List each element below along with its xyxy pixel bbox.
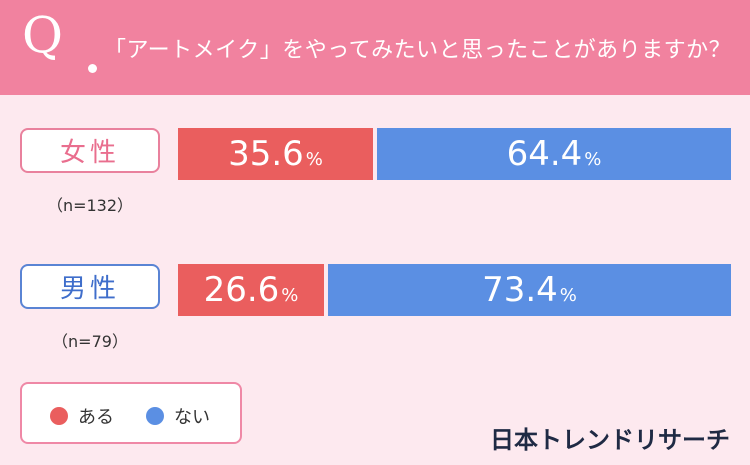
bar-value-male-no: 73.4 (482, 270, 558, 310)
bar-unit-male-no: % (559, 284, 577, 306)
bar-unit-female-yes: % (305, 148, 323, 170)
bar-unit-male-yes: % (281, 284, 299, 306)
legend-label-no: ない (174, 407, 210, 428)
brand-logo: 日本トレンドリサーチ (490, 426, 730, 454)
bar-male-yes: 26.6% (178, 264, 324, 316)
legend-label-yes: ある (78, 407, 114, 428)
legend-dot-yes-icon (50, 407, 68, 425)
legend-item-yes: ある (50, 403, 114, 429)
bar-value-female-no: 64.4 (506, 134, 583, 174)
sample-size-male: （n=79） (52, 332, 128, 351)
bar-value-male-yes: 26.6 (203, 270, 280, 310)
q-mark: Q (22, 6, 63, 64)
legend-dot-no-icon (146, 407, 164, 425)
q-dot-icon (88, 64, 97, 73)
header-banner: Q 「アートメイク」をやってみたいと思ったことがありますか？ (0, 0, 750, 95)
group-label-male: 男性 (20, 264, 160, 309)
bar-female-yes: 35.6% (178, 128, 373, 180)
legend-item-no: ない (146, 403, 210, 429)
bar-female-no: 64.4% (377, 128, 731, 180)
bar-value-female-yes: 35.6 (228, 134, 304, 174)
bar-unit-female-no: % (584, 148, 602, 170)
legend: ある ない (20, 382, 242, 444)
sample-size-female: （n=132） (46, 196, 134, 215)
group-label-female: 女性 (20, 128, 160, 173)
question-text: 「アートメイク」をやってみたいと思ったことがありますか？ (104, 38, 732, 63)
bar-male-no: 73.4% (328, 264, 731, 316)
